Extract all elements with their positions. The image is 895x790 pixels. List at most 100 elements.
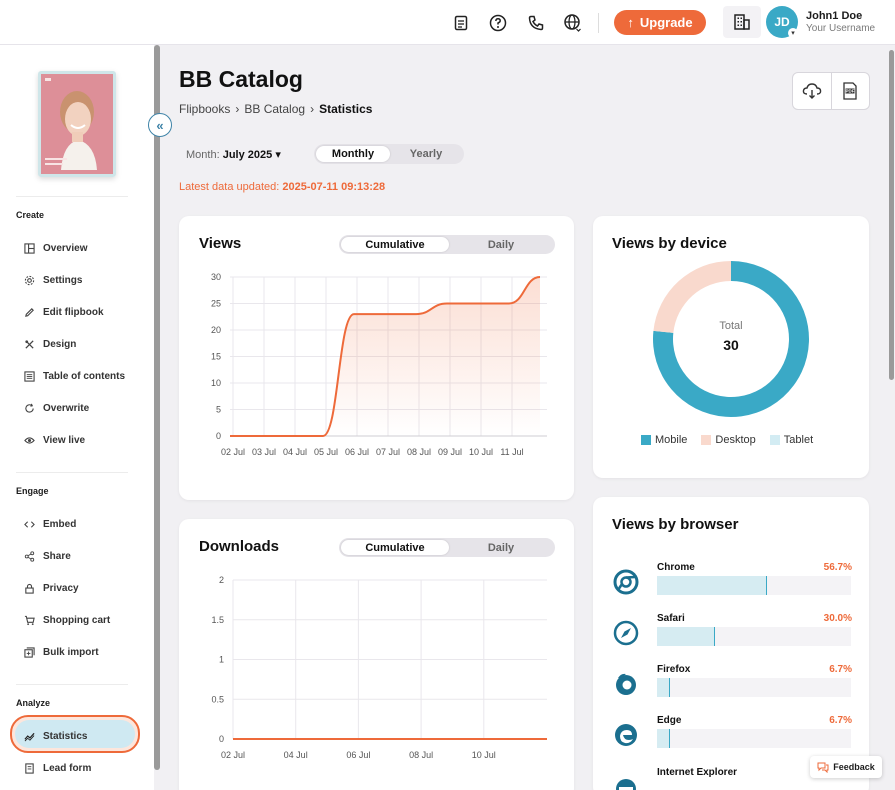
donut-slice-desktop [653,261,731,333]
sidebar-item-statistics[interactable]: Statistics [24,727,87,745]
month-selector[interactable]: Month: July 2025 ▾ [186,148,281,161]
divider [16,196,128,197]
double-chevron-left-icon: « [156,117,164,133]
sidebar-item-overview[interactable]: Overview [24,239,87,257]
x-tick-label: 08 Jul [409,750,433,760]
browser-row-edge: Edge 6.7% [612,715,852,755]
sidebar-item-table-of-contents[interactable]: Table of contents [24,367,125,385]
cloud-download-button[interactable] [793,73,831,109]
divider [598,13,599,33]
upgrade-button[interactable]: ↑ Upgrade [614,10,706,35]
flipbook-cover-thumbnail[interactable] [38,71,116,177]
browser-name: Chrome [657,562,695,573]
tab-cumulative[interactable]: Cumulative [341,540,449,555]
browser-bar-track [657,627,851,646]
sidebar-item-label: Lead form [43,762,92,774]
sidebar-scrollbar[interactable] [154,45,160,770]
sidebar-item-overwrite[interactable]: Overwrite [24,399,89,417]
browser-row-chrome: Chrome 56.7% [612,562,852,602]
chevron-right-icon: › [310,102,315,116]
x-tick-label: 10 Jul [469,447,493,457]
sidebar-item-edit-flipbook[interactable]: Edit flipbook [24,303,104,321]
browser-bar-track [657,678,851,697]
layout-icon [24,242,35,254]
y-tick-label: 30 [211,272,221,282]
legend-label: Tablet [783,434,814,446]
month-label: Month: [186,149,220,161]
breadcrumb-current: Statistics [319,102,373,116]
legend-label: Mobile [655,434,688,446]
browser-row-safari: Safari 30.0% [612,613,852,653]
views-mode-toggle: Cumulative Daily [339,235,555,254]
organization-button[interactable] [723,6,761,38]
sidebar: Create Overview Settings Edit flipbook D… [0,45,154,790]
top-bar: ↑ Upgrade JD ▾ John1 Doe Your Username [0,0,895,45]
browser-title: Views by browser [612,516,739,533]
sidebar-item-view-live[interactable]: View live [24,431,85,449]
legend-desktop[interactable]: Desktop [701,434,756,446]
refresh-icon [25,403,34,413]
sidebar-item-label: View live [43,434,86,446]
tab-yearly[interactable]: Yearly [409,148,443,160]
sidebar-item-lead-form[interactable]: Lead form [24,759,91,777]
y-tick-label: 0.5 [211,694,224,704]
sidebar-item-privacy[interactable]: Privacy [24,579,79,597]
x-tick-label: 04 Jul [283,447,307,457]
sidebar-item-bulk-import[interactable]: Bulk import [24,643,99,661]
firefox-icon [616,673,636,695]
breadcrumb: Flipbooks › BB Catalog › Statistics [179,102,372,116]
breadcrumb-bb-catalog[interactable]: BB Catalog [244,102,306,116]
sidebar-item-label: Bulk import [43,646,99,658]
document-icon[interactable] [450,12,472,34]
sidebar-item-label: Privacy [43,582,79,594]
sidebar-item-embed[interactable]: Embed [24,515,76,533]
cloud-download-icon [802,83,822,99]
y-tick-label: 5 [216,405,221,415]
sidebar-item-settings[interactable]: Settings [24,271,82,289]
phone-icon[interactable] [525,12,547,34]
tab-monthly[interactable]: Monthly [316,146,390,162]
tab-daily[interactable]: Daily [487,238,515,251]
browser-bar-track [657,576,851,595]
browser-name: Safari [657,613,685,624]
y-tick-label: 10 [211,378,221,388]
y-tick-label: 15 [211,352,221,362]
browser-bar-fill [657,729,670,748]
downloads-chart: 0 0.5 1 1.5 2 02 Jul 04 Jul 06 Jul 08 Jul 10 Jul [211,575,547,760]
design-icon [25,339,34,349]
main-scrollbar[interactable] [889,50,894,380]
tab-cumulative[interactable]: Cumulative [341,237,449,252]
sidebar-item-label: Shopping cart [43,614,111,626]
x-tick-label: 04 Jul [284,750,308,760]
caret-down-icon: ▾ [275,149,281,161]
legend-tablet[interactable]: Tablet [769,434,814,446]
period-toggle: Monthly Yearly [314,144,464,164]
sidebar-item-design[interactable]: Design [24,335,76,353]
x-tick-label: 07 Jul [376,447,400,457]
y-tick-label: 20 [211,325,221,335]
language-globe-icon[interactable] [562,12,584,34]
sidebar-item-shopping-cart[interactable]: Shopping cart [24,611,110,629]
breadcrumb-flipbooks[interactable]: Flipbooks [179,102,231,116]
tab-daily[interactable]: Daily [487,541,515,554]
browser-name: Edge [657,715,682,726]
pencil-icon [25,307,34,317]
views-title: Views [199,235,242,252]
sidebar-item-share[interactable]: Share [24,547,71,565]
pdf-export-button[interactable]: PDF [830,73,869,109]
active-item-background [15,720,135,748]
month-value: July 2025 [222,149,273,161]
chevron-down-icon[interactable]: ▾ [788,28,798,38]
browser-bar-track [657,729,851,748]
feedback-button[interactable]: Feedback [810,756,882,778]
browser-name: Firefox [657,664,691,675]
help-icon[interactable] [487,12,509,34]
device-title: Views by device [612,235,727,252]
chrome-icon [613,569,639,595]
x-tick-label: 06 Jul [346,750,370,760]
browser-name: Internet Explorer [657,767,738,778]
collapse-sidebar-button[interactable]: « [148,113,172,137]
eye-icon [24,436,35,444]
legend-mobile[interactable]: Mobile [641,434,687,446]
browser-percent: 6.7% [829,664,852,675]
